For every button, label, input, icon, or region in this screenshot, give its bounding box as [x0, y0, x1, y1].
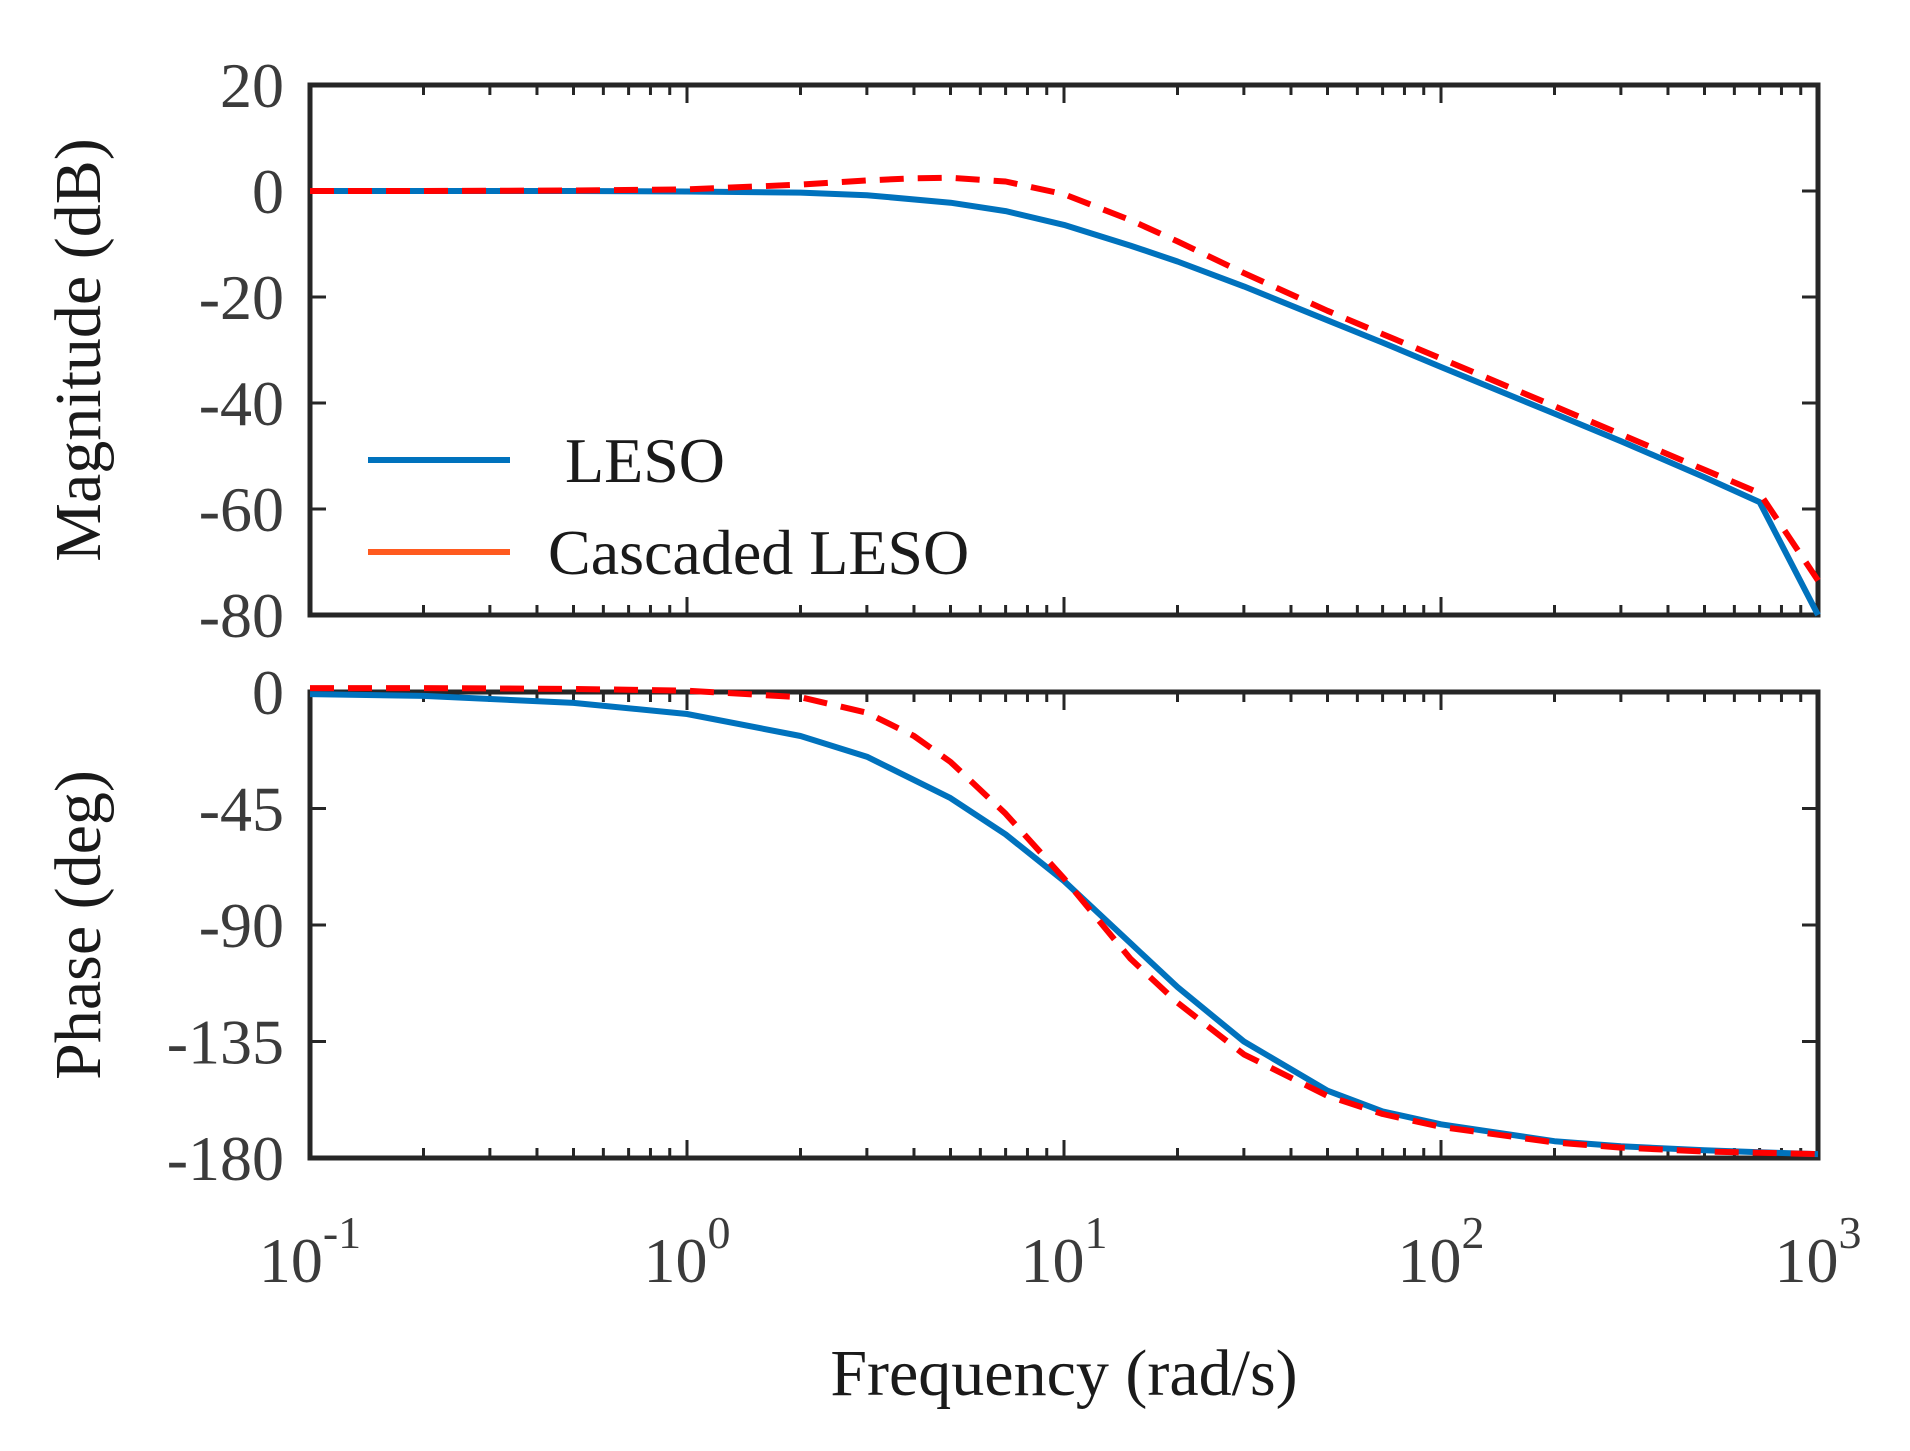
- x-tick-base: 10: [259, 1225, 323, 1296]
- magnitude-y-tick-label: -80: [199, 580, 284, 651]
- magnitude-axes-frame: [307, 82, 1821, 618]
- phase-y-tick-label: -135: [167, 1007, 284, 1078]
- x-tick-label: 102: [1398, 1207, 1485, 1296]
- magnitude-y-tick-label: -60: [199, 474, 284, 545]
- x-tick-label: 103: [1775, 1207, 1862, 1296]
- phase-series-leso-line: [309, 691, 1819, 1158]
- x-tick-base: 10: [1775, 1225, 1839, 1296]
- x-tick-base: 10: [1021, 1225, 1085, 1296]
- x-tick-exponent: -1: [323, 1207, 361, 1258]
- x-tick-exponent: 2: [1462, 1207, 1485, 1258]
- magnitude-y-tick-label: 0: [252, 156, 284, 227]
- phase-axes-frame: [307, 689, 1821, 1161]
- magnitude-series-cascaded-leso-line: [310, 174, 1821, 583]
- magnitude-series-leso-line: [310, 188, 1821, 617]
- phase-y-axis-title: Phase (deg): [42, 770, 115, 1080]
- x-tick-base: 10: [1398, 1225, 1462, 1296]
- x-tick-label: 100: [644, 1207, 731, 1296]
- magnitude-y-tick-label: -40: [199, 368, 284, 439]
- phase-y-tick-label: 0: [252, 657, 284, 728]
- x-tick-label: 101: [1021, 1207, 1108, 1296]
- phase-y-tick-label: -90: [199, 890, 284, 961]
- magnitude-y-axis-title: Magnitude (dB): [42, 138, 115, 561]
- magnitude-y-tick-label: 20: [220, 50, 284, 121]
- x-axis-title: Frequency (rad/s): [830, 1337, 1297, 1410]
- x-tick-base: 10: [644, 1225, 708, 1296]
- x-tick-exponent: 1: [1085, 1207, 1108, 1258]
- phase-series-cascaded-leso-line: [310, 685, 1819, 1158]
- x-tick-exponent: 3: [1839, 1207, 1862, 1258]
- x-tick-exponent: 0: [708, 1207, 731, 1258]
- legend-label-leso: LESO: [565, 425, 725, 496]
- magnitude-legend: LESO Cascaded LESO: [368, 425, 969, 588]
- phase-y-tick-label: -180: [167, 1123, 284, 1194]
- magnitude-y-tick-label: -20: [199, 262, 284, 333]
- magnitude-panel: 20 0 -20 -40 -60 -80 Magnitude (dB) LESO Cascade…: [42, 50, 1821, 651]
- x-tick-label: 10-1: [259, 1207, 361, 1296]
- phase-y-tick-label: -45: [199, 774, 284, 845]
- legend-label-cascaded-leso: Cascaded LESO: [548, 517, 969, 588]
